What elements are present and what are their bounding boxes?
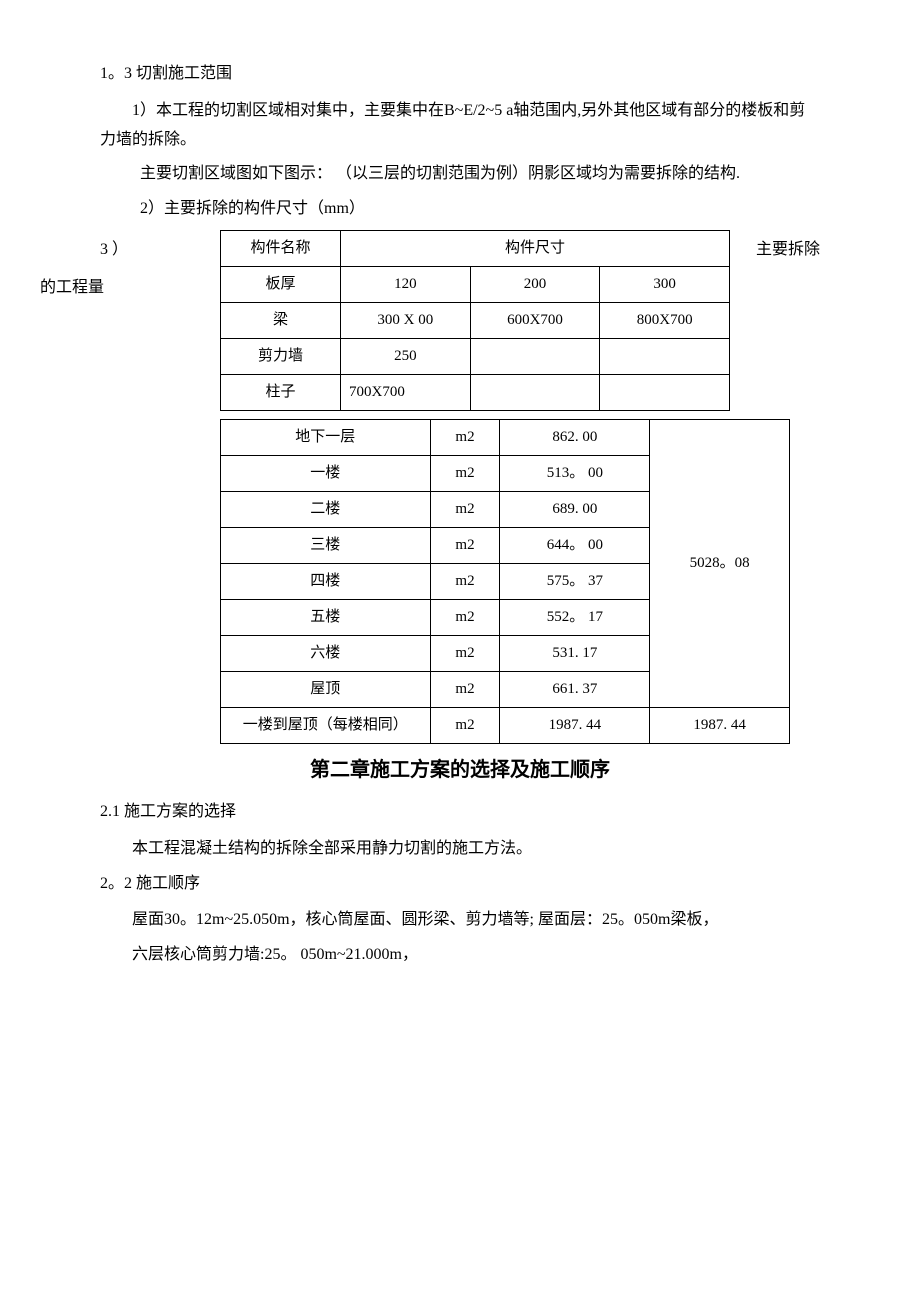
table-row: 地下一层 m2 862. 00 5028。08 xyxy=(221,419,790,455)
cell-name: 板厚 xyxy=(221,266,341,302)
cell-unit: m2 xyxy=(430,527,500,563)
table-2-wrap: 地下一层 m2 862. 00 5028。08 一楼 m2 513。 00 二楼… xyxy=(100,419,820,744)
cell: 300 X 00 xyxy=(341,302,471,338)
cell-loc: 一楼到屋顶（每楼相同） xyxy=(221,707,431,743)
section-1-3-heading: 1。3 切割施工范围 xyxy=(100,60,820,89)
section-2-1-p1: 本工程混凝土结构的拆除全部采用静力切割的施工方法。 xyxy=(100,835,820,864)
cell: 300 xyxy=(600,266,730,302)
section-2-1-heading: 2.1 施工方案的选择 xyxy=(100,798,820,827)
cell-loc: 四楼 xyxy=(221,563,431,599)
table-row: 一楼到屋顶（每楼相同） m2 1987. 44 1987. 44 xyxy=(221,707,790,743)
chapter-2-heading: 第二章施工方案的选择及施工顺序 xyxy=(100,752,820,788)
table-row: 构件名称 构件尺寸 xyxy=(221,230,730,266)
header-size: 构件尺寸 xyxy=(341,230,730,266)
cell-unit: m2 xyxy=(430,635,500,671)
cell: 700X700 xyxy=(341,374,471,410)
header-name: 构件名称 xyxy=(221,230,341,266)
cell-loc: 一楼 xyxy=(221,455,431,491)
section-1-3-p2: 主要切割区域图如下图示： （以三层的切割范围为例）阴影区域均为需要拆除的结构. xyxy=(100,160,820,189)
cell-loc: 屋顶 xyxy=(221,671,431,707)
cell xyxy=(470,338,600,374)
component-size-table: 构件名称 构件尺寸 板厚 120 200 300 梁 300 X 00 600X… xyxy=(220,230,730,411)
cell-total: 1987. 44 xyxy=(650,707,790,743)
cell-name: 剪力墙 xyxy=(221,338,341,374)
cell: 600X700 xyxy=(470,302,600,338)
table-row: 剪力墙 250 xyxy=(221,338,730,374)
cell-loc: 六楼 xyxy=(221,635,431,671)
section-2-2-heading: 2。2 施工顺序 xyxy=(100,870,820,899)
cell-name: 柱子 xyxy=(221,374,341,410)
cell-loc: 三楼 xyxy=(221,527,431,563)
table-1-wrap: 3 ） 主要拆除 的工程量 构件名称 构件尺寸 板厚 120 200 300 梁… xyxy=(100,230,820,411)
inline-3b-label: 主要拆除 xyxy=(756,236,820,265)
cell-val: 552。 17 xyxy=(500,599,650,635)
cell-val: 862. 00 xyxy=(500,419,650,455)
cell-val: 689. 00 xyxy=(500,491,650,527)
table-row: 梁 300 X 00 600X700 800X700 xyxy=(221,302,730,338)
cell-unit: m2 xyxy=(430,671,500,707)
cell: 200 xyxy=(470,266,600,302)
quantity-table: 地下一层 m2 862. 00 5028。08 一楼 m2 513。 00 二楼… xyxy=(220,419,790,744)
table-row: 柱子 700X700 xyxy=(221,374,730,410)
cell: 250 xyxy=(341,338,471,374)
cell-val: 1987. 44 xyxy=(500,707,650,743)
section-1-3-p1: 1）本工程的切割区域相对集中，主要集中在B~E/2~5 a轴范围内,另外其他区域… xyxy=(100,97,820,155)
cell-name: 梁 xyxy=(221,302,341,338)
cell-loc: 二楼 xyxy=(221,491,431,527)
cell-val: 661. 37 xyxy=(500,671,650,707)
inline-3c-label: 的工程量 xyxy=(40,274,104,303)
cell-unit: m2 xyxy=(430,491,500,527)
section-2-2-p1: 屋面30。12m~25.050m，核心筒屋面、圆形梁、剪力墙等; 屋面层：25。… xyxy=(100,906,820,935)
cell-total: 5028。08 xyxy=(650,419,790,707)
cell: 800X700 xyxy=(600,302,730,338)
cell-unit: m2 xyxy=(430,707,500,743)
cell-val: 513。 00 xyxy=(500,455,650,491)
cell: 120 xyxy=(341,266,471,302)
cell-loc: 地下一层 xyxy=(221,419,431,455)
cell-unit: m2 xyxy=(430,419,500,455)
cell-val: 575。 37 xyxy=(500,563,650,599)
cell-val: 644。 00 xyxy=(500,527,650,563)
cell-val: 531. 17 xyxy=(500,635,650,671)
inline-3-label: 3 ） xyxy=(100,236,128,265)
cell-unit: m2 xyxy=(430,599,500,635)
section-2-2-p2: 六层核心筒剪力墙:25。 050m~21.000m， xyxy=(100,941,820,970)
cell-unit: m2 xyxy=(430,563,500,599)
cell xyxy=(470,374,600,410)
cell-unit: m2 xyxy=(430,455,500,491)
cell xyxy=(600,338,730,374)
section-1-3-p3: 2）主要拆除的构件尺寸（mm） xyxy=(100,195,820,224)
table-row: 板厚 120 200 300 xyxy=(221,266,730,302)
cell xyxy=(600,374,730,410)
cell-loc: 五楼 xyxy=(221,599,431,635)
